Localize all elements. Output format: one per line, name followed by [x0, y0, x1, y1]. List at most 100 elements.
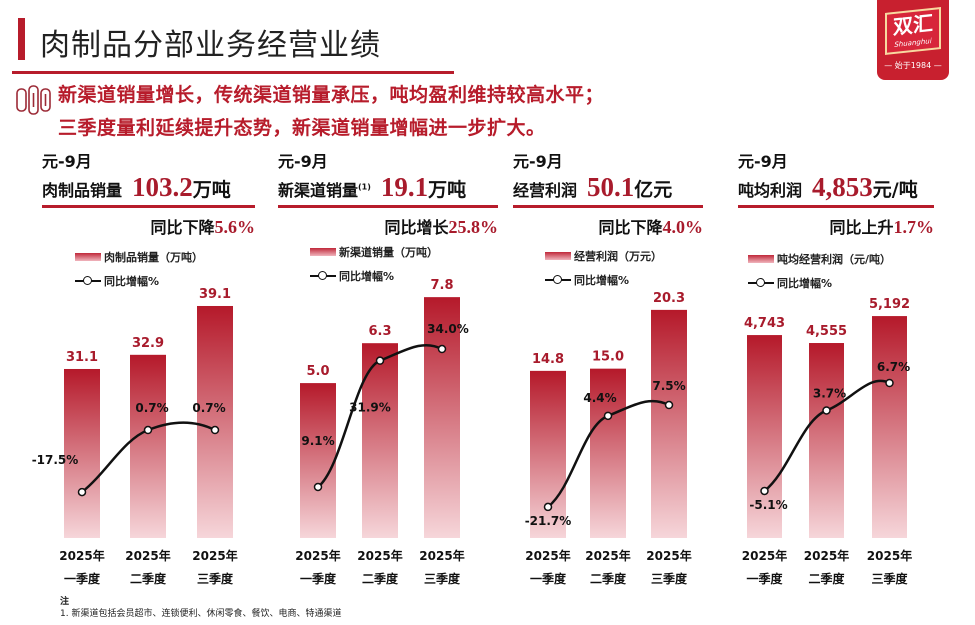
- x-tick-label: 2025年: [295, 548, 340, 563]
- yoy-point: [375, 356, 385, 365]
- note-item: 1. 新渠道包括会员超市、连锁便利、休闲零食、餐饮、电商、特通渠道: [60, 609, 342, 619]
- x-tick-label: 2025年: [59, 548, 104, 563]
- x-tick-label: 2025年: [742, 548, 787, 563]
- x-tick-label: 三季度: [197, 571, 234, 586]
- x-tick-label: 二季度: [808, 571, 845, 586]
- legend-bar-label: 新渠道销量（万吨）: [339, 246, 438, 259]
- bar-value-label: 4,743: [744, 316, 785, 331]
- yoy-point: [664, 400, 674, 410]
- yoy-value-label: -21.7%: [525, 514, 572, 528]
- bar: [590, 368, 626, 538]
- bar: [197, 305, 233, 538]
- bar-value-label: 7.8: [430, 278, 453, 293]
- kpi-panel: 元-9月 新渠道销量(1) 19.1 万吨 同比增长25.8%: [278, 148, 498, 238]
- kpi-divider: [278, 205, 498, 208]
- bar: [424, 297, 460, 538]
- yoy-value-label: 0.7%: [192, 401, 225, 415]
- legend-line-marker-icon: [545, 274, 571, 286]
- bar-value-label: 6.3: [368, 324, 391, 339]
- legend-line-label: 同比增幅%: [339, 270, 395, 283]
- x-tick-label: 2025年: [125, 548, 170, 563]
- legend-line-marker-icon: [310, 270, 336, 282]
- bar-value-label: 20.3: [653, 291, 685, 306]
- yoy-value-label: -17.5%: [32, 453, 79, 467]
- kpi-period: 元-9月: [738, 152, 788, 171]
- yoy-point: [143, 425, 153, 435]
- yoy-value-label: 6.7%: [877, 360, 910, 374]
- kpi-unit: 亿元: [634, 179, 673, 201]
- bar-value-label: 15.0: [592, 350, 624, 365]
- yoy-point: [603, 411, 613, 421]
- x-tick-label: 2025年: [867, 548, 912, 563]
- kpi-panel: 元-9月 肉制品销量 103.2 万吨 同比下降5.6%: [42, 148, 255, 238]
- headline-line-2: 三季度量利延续提升态势，新渠道销量增幅进一步扩大。: [58, 117, 546, 139]
- yoy-value-label: 34.0%: [427, 322, 469, 336]
- yoy-point: [543, 502, 553, 512]
- page-title: 肉制品分部业务经营业绩: [40, 28, 381, 63]
- kpi-period: 元-9月: [42, 152, 92, 171]
- x-tick-label: 2025年: [646, 548, 691, 563]
- x-tick-label: 2025年: [804, 548, 849, 563]
- x-tick-label: 二季度: [130, 571, 167, 586]
- legend-line-label: 同比增幅%: [104, 275, 160, 288]
- kpi-value: 50.1: [587, 172, 635, 202]
- x-tick-label: 2025年: [585, 548, 630, 563]
- x-tick-label: 2025年: [357, 548, 402, 563]
- x-tick-label: 一季度: [746, 571, 783, 586]
- title-accent-bar: [18, 18, 25, 60]
- kpi-value: 19.1: [380, 172, 429, 202]
- kpi-value: 103.2: [132, 172, 193, 202]
- legend-line-marker-icon: [748, 277, 774, 289]
- legend-line-label: 同比增幅%: [777, 277, 833, 290]
- title-divider: [12, 71, 454, 74]
- bar-value-label: 39.1: [199, 287, 231, 302]
- yoy-point: [313, 482, 323, 492]
- bar-value-label: 31.1: [66, 350, 98, 365]
- bar-value-label: 14.8: [532, 352, 564, 367]
- bar: [872, 316, 907, 538]
- kpi-divider: [738, 205, 934, 208]
- yoy-point: [437, 344, 447, 354]
- legend-bar-swatch: [748, 255, 774, 263]
- x-tick-label: 一季度: [300, 571, 337, 586]
- chart-legend: 经营利润（万元） 同比增幅%: [545, 244, 662, 292]
- chart-legend: 新渠道销量（万吨） 同比增幅%: [310, 240, 438, 288]
- x-tick-label: 三季度: [871, 571, 908, 586]
- kpi-divider: [42, 205, 255, 208]
- bar: [809, 343, 844, 538]
- bar-value-label: 5,192: [869, 297, 910, 312]
- legend-line-label: 同比增幅%: [574, 274, 630, 287]
- kpi-metric: 新渠道销量(1): [278, 181, 371, 200]
- x-tick-label: 2025年: [192, 548, 237, 563]
- kpi-metric: 经营利润: [513, 181, 578, 200]
- yoy-value-label: 3.7%: [813, 386, 846, 400]
- kpi-period: 元-9月: [278, 152, 328, 171]
- x-tick-label: 2025年: [419, 548, 464, 563]
- kpi-unit: 万吨: [428, 179, 467, 201]
- yoy-point: [885, 378, 894, 388]
- x-tick-label: 二季度: [362, 571, 399, 586]
- yoy-value-label: 7.5%: [652, 379, 685, 393]
- kpi-value: 4,853: [812, 172, 873, 202]
- kpi-yoy: 同比下降4.0%: [598, 217, 703, 237]
- kpi-period: 元-9月: [513, 152, 563, 171]
- yoy-value-label: 0.7%: [135, 401, 168, 415]
- kpi-divider: [513, 205, 703, 208]
- chart-legend: 吨均经营利润（元/吨） 同比增幅%: [748, 247, 891, 295]
- legend-bar-swatch: [545, 252, 571, 260]
- bar-value-label: 4,555: [806, 324, 847, 339]
- note-heading: 注: [60, 597, 70, 607]
- yoy-point: [77, 487, 87, 497]
- kpi-metric: 肉制品销量: [42, 181, 123, 200]
- legend-bar-swatch: [310, 248, 336, 256]
- legend-line-marker-icon: [75, 275, 101, 287]
- legend-bar-swatch: [75, 253, 101, 261]
- x-tick-label: 一季度: [530, 571, 567, 586]
- yoy-value-label: -5.1%: [749, 498, 787, 512]
- kpi-unit: 万吨: [192, 179, 231, 201]
- kpi-panel: 元-9月 吨均利润 4,853 元/吨 同比上升1.7%: [738, 148, 934, 238]
- yoy-point: [760, 486, 769, 496]
- legend-bar-label: 肉制品销量（万吨）: [104, 251, 203, 264]
- legend-bar-label: 吨均经营利润（元/吨）: [777, 253, 892, 266]
